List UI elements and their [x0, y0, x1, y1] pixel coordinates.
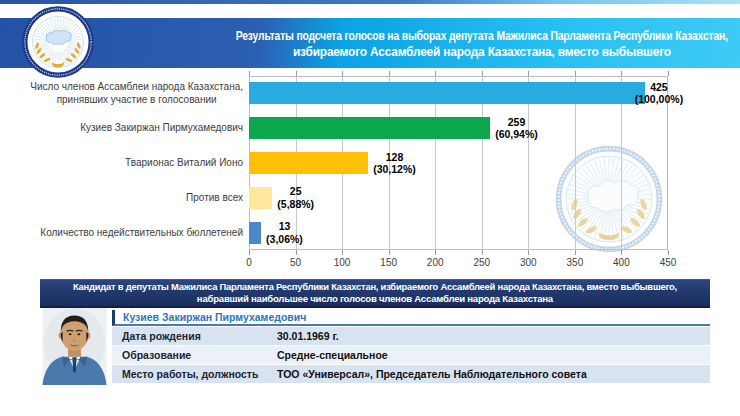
assembly-emblem-logo-icon	[22, 6, 94, 78]
x-axis-label: 450	[660, 257, 677, 268]
top-accent-strip	[0, 0, 740, 4]
candidate-header-line2: набравший наибольшее число голосов члено…	[197, 293, 553, 306]
row-value: ТОО «Универсал», Председатель Наблюдател…	[277, 368, 710, 380]
row-label: Дата рождения	[112, 330, 277, 342]
axis-tick	[435, 71, 436, 76]
candidate-photo	[42, 308, 107, 385]
bar	[249, 117, 490, 139]
axis-tick	[621, 250, 622, 255]
candidate-name: Кузиев Закиржан Пирмухамедович	[123, 311, 306, 323]
axis-tick	[482, 250, 483, 255]
axis-tick	[249, 71, 250, 76]
bar	[249, 82, 645, 104]
axis-tick	[435, 250, 436, 255]
category-label: Кузиев Закиржан Пирмухамедович	[80, 122, 243, 135]
axis-tick	[528, 71, 529, 76]
bar-value-label: 25(5,88%)	[277, 185, 314, 210]
x-axis-label: 150	[380, 257, 397, 268]
page-title-line1: Результаты подсчета голосов на выборах д…	[236, 28, 728, 45]
category-label: Количество недействительных бюллетеней	[40, 226, 243, 239]
row-value: Средне-специальное	[277, 349, 710, 361]
page-title: Результаты подсчета голосов на выборах д…	[0, 20, 740, 68]
bar	[249, 152, 368, 174]
bar-value-label: 259(60,94%)	[495, 116, 538, 141]
x-axis-label: 300	[520, 257, 537, 268]
bar-value-label: 128(30,12%)	[373, 151, 416, 176]
axis-tick	[389, 71, 390, 76]
candidate-name-row: Кузиев Закиржан Пирмухамедович	[112, 310, 710, 326]
x-axis-label: 250	[473, 257, 490, 268]
table-row: Место работы, должность ТОО «Универсал»,…	[112, 365, 710, 383]
table-row: Образование Средне-специальное	[112, 346, 710, 364]
bar	[249, 187, 272, 209]
axis-tick	[342, 250, 343, 255]
candidate-header-line1: Кандидат в депутаты Мажилиса Парламента …	[73, 281, 677, 294]
candidate-section-header-text: Кандидат в депутаты Мажилиса Парламента …	[40, 280, 710, 306]
x-axis-label: 0	[246, 257, 252, 268]
category-label: Число членов Ассамблеи народа Казахстана…	[30, 81, 243, 106]
axis-tick	[621, 71, 622, 76]
bar	[249, 222, 261, 244]
row-label: Место работы, должность	[112, 368, 277, 380]
category-label: Тварионас Виталий Ионо	[125, 157, 243, 170]
axis-tick	[249, 250, 250, 255]
bar-value-label: 425(100,00%)	[635, 81, 683, 106]
axis-tick	[575, 250, 576, 255]
bar-value-label: 13(3,06%)	[266, 220, 303, 245]
candidate-section-header: Кандидат в депутаты Мажилиса Парламента …	[40, 279, 710, 308]
axis-tick	[528, 250, 529, 255]
page-title-line2: избираемого Ассамблеей народа Казахстана…	[293, 44, 671, 61]
axis-tick	[575, 71, 576, 76]
x-axis-label: 100	[334, 257, 351, 268]
category-label: Против всех	[186, 192, 243, 205]
table-row: Дата рождения 30.01.1969 г.	[112, 327, 710, 345]
x-axis-label: 400	[613, 257, 630, 268]
row-label: Образование	[112, 349, 277, 361]
axis-tick	[482, 71, 483, 76]
x-axis-label: 200	[427, 257, 444, 268]
axis-tick	[296, 71, 297, 76]
axis-tick	[389, 250, 390, 255]
x-axis-label: 50	[290, 257, 301, 268]
axis-tick	[668, 250, 669, 255]
candidate-info-table: Кузиев Закиржан Пирмухамедович Дата рожд…	[112, 310, 710, 383]
x-axis-label: 350	[567, 257, 584, 268]
axis-tick	[342, 71, 343, 76]
axis-tick	[296, 250, 297, 255]
row-value: 30.01.1969 г.	[277, 330, 710, 342]
axis-tick	[668, 71, 669, 76]
